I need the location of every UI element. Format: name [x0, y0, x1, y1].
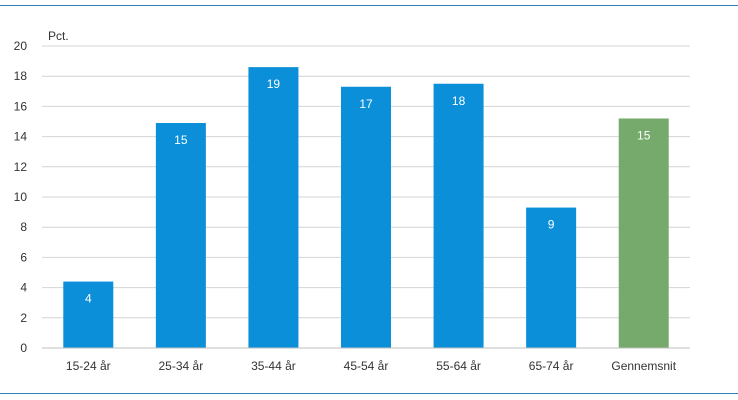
top-rule	[0, 5, 738, 6]
y-tick-label: 8	[20, 220, 27, 234]
bar-4	[341, 86, 391, 349]
y-tick-label: 14	[14, 130, 28, 144]
y-tick-label: 20	[14, 39, 28, 53]
x-axis-tick-labels: 15-24 år 25-34 år 35-44 år 45-54 år 55-64 år…	[66, 359, 677, 373]
y-axis-label: Pct.	[48, 29, 69, 43]
y-tick-label: 12	[14, 160, 28, 174]
x-tick-label: 65-74 år	[529, 359, 574, 373]
y-axis-tick-labels: 0 2 4 6 8 10 12 14 16 18 20	[14, 39, 28, 355]
y-tick-label: 6	[20, 250, 27, 264]
y-tick-label: 4	[20, 281, 27, 295]
bar-6	[526, 207, 577, 348]
x-tick-label: 55-64 år	[436, 359, 481, 373]
bars	[63, 67, 669, 349]
x-tick-label: Gennemsnit	[611, 359, 676, 373]
x-tick-label: 15-24 år	[66, 359, 111, 373]
bar-3	[248, 67, 299, 348]
bar-value-label: 18	[452, 94, 466, 108]
bar-1	[63, 281, 114, 348]
y-tick-label: 0	[20, 341, 27, 355]
bar-value-label: 17	[359, 97, 373, 111]
bar-2	[155, 123, 206, 348]
bar-value-label: 9	[548, 218, 555, 232]
bar-value-label: 4	[85, 292, 92, 306]
y-tick-label: 2	[20, 311, 27, 325]
x-tick-label: 25-34 år	[159, 359, 204, 373]
x-tick-label: 45-54 år	[344, 359, 389, 373]
bar-value-label: 15	[637, 128, 651, 142]
y-tick-label: 10	[14, 190, 28, 204]
bar-value-label: 15	[174, 133, 188, 147]
bottom-rule	[0, 393, 738, 394]
bar-5	[433, 83, 484, 348]
bar-value-labels: 4 15 19 17 18 9 15	[85, 77, 651, 305]
y-tick-label: 18	[14, 69, 28, 83]
x-tick-label: 35-44 år	[251, 359, 296, 373]
bar-7	[618, 118, 669, 348]
bar-value-label: 19	[267, 77, 281, 91]
y-tick-label: 16	[14, 99, 28, 113]
